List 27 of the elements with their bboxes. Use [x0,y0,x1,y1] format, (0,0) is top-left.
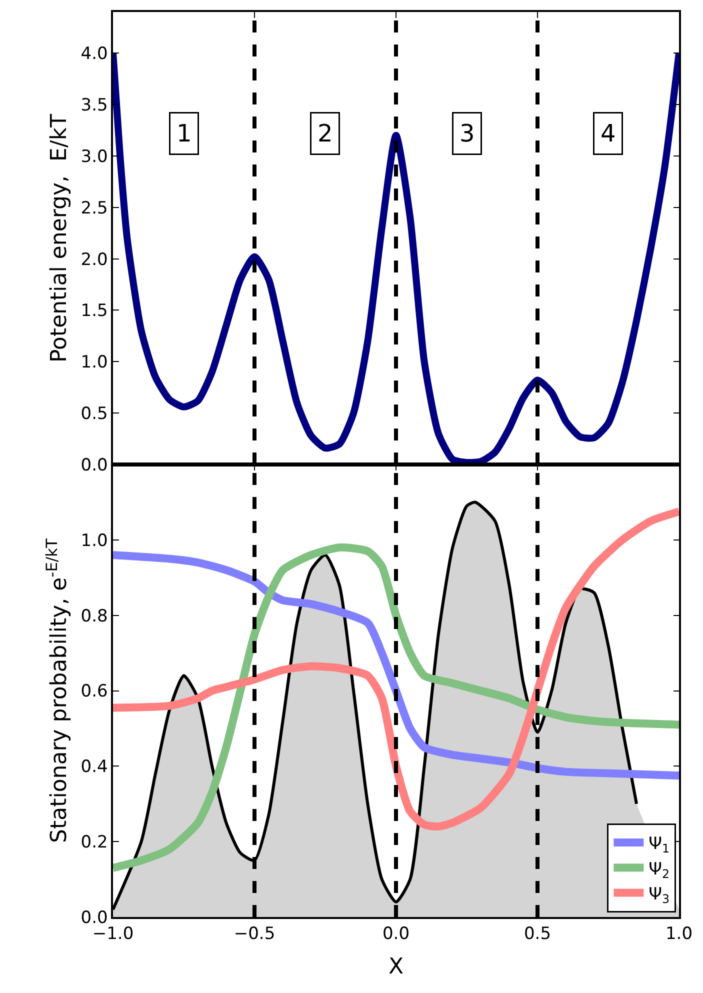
y-tick-label: 4.0 [80,44,108,64]
y-tick-label: 2.0 [80,250,108,270]
y-tick-label: 0.0 [80,455,108,476]
x-tick-label: 0.5 [524,924,552,944]
y-tick-label: 0.4 [80,757,108,778]
y-tick-label: 2.5 [80,198,108,218]
y-tick-label: 0.8 [80,606,108,626]
y-axis-title: Potential energy, E/kT [47,113,72,362]
annotation: 2 [318,120,333,148]
x-axis-title: X [388,954,404,980]
y-tick-label: 3.0 [80,146,108,167]
y-tick-label: 1.0 [80,530,108,551]
y-tick-label: 0.6 [80,682,108,702]
y-tick-label: 1.0 [80,352,108,373]
annotation: 4 [600,120,616,148]
annotation: 1 [176,120,192,148]
x-tick-label: 0.0 [382,924,410,944]
y-tick-label: 0.5 [80,404,108,424]
y-tick-label: 1.5 [80,301,108,322]
legend-label: Ψ$_{3}$ [648,884,670,906]
y-tick-label: 0.2 [80,832,108,853]
y-tick-label: 3.5 [80,96,108,116]
legend-label: Ψ$_{2}$ [648,859,670,881]
annotation: 3 [460,120,475,148]
legend-label: Ψ$_{1}$ [648,834,670,856]
x-tick-label: −0.5 [234,924,276,944]
x-tick-label: 1.0 [665,924,693,944]
